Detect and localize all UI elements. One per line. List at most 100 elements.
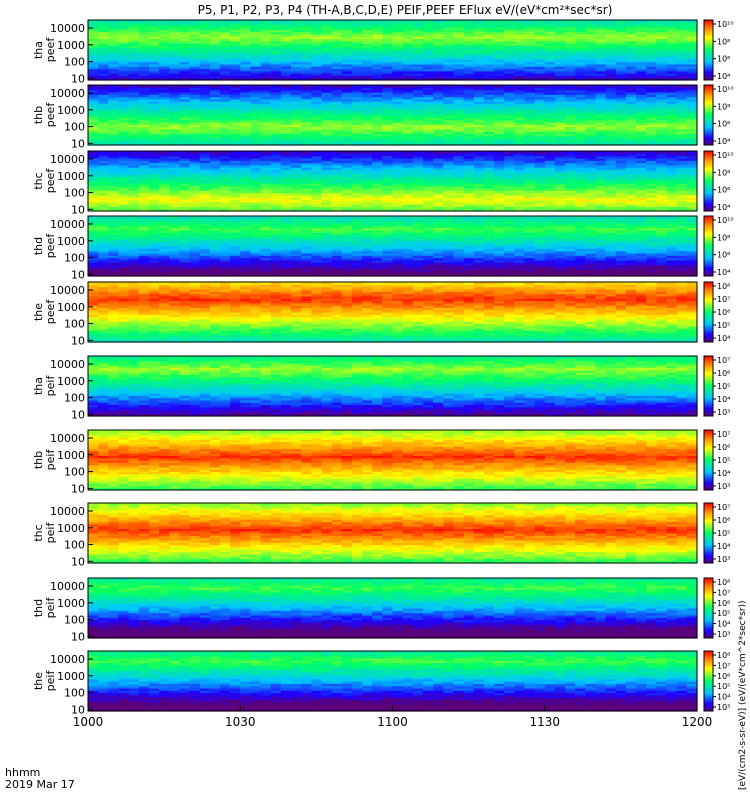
heatmap-cell	[311, 66, 323, 70]
heatmap-cell	[676, 43, 688, 46]
heatmap-cell	[189, 36, 201, 40]
heatmap-cell	[209, 26, 221, 30]
heatmap-cell	[148, 61, 160, 65]
heatmap-cell	[524, 61, 536, 65]
heatmap-cell	[473, 50, 485, 53]
heatmap-cell	[270, 54, 282, 58]
heatmap-cell	[250, 33, 262, 37]
heatmap-cell	[219, 20, 231, 23]
heatmap-cell	[686, 31, 698, 35]
heatmap-cell	[291, 59, 302, 63]
heatmap-cell	[108, 73, 120, 76]
y-tick-label: 10	[71, 72, 85, 85]
heatmap-cell	[118, 54, 130, 58]
heatmap-cell	[656, 36, 668, 40]
heatmap-cell	[270, 115, 282, 118]
heatmap-cell	[676, 135, 688, 139]
heatmap-cell	[453, 126, 465, 130]
heatmap-cell	[514, 45, 526, 49]
heatmap-cell	[483, 135, 495, 139]
heatmap-cell	[148, 26, 160, 30]
heatmap-cell	[148, 38, 160, 42]
heatmap-cell	[463, 63, 475, 67]
heatmap-cell	[382, 50, 394, 53]
heatmap-cell	[260, 128, 272, 132]
heatmap-cell	[504, 50, 515, 53]
heatmap-cell	[159, 68, 170, 72]
heatmap-cell	[331, 22, 343, 26]
heatmap-cell	[463, 29, 475, 33]
heatmap-cell	[433, 131, 444, 135]
heatmap-cell	[565, 29, 576, 33]
heatmap-cell	[291, 36, 302, 40]
heatmap-cell	[494, 50, 505, 53]
heatmap-cell	[351, 45, 363, 49]
heatmap-cell	[453, 133, 465, 137]
heatmap-cell	[565, 121, 576, 125]
heatmap-cell	[534, 54, 546, 58]
heatmap-cell	[402, 22, 414, 26]
heatmap-cell	[362, 70, 373, 74]
heatmap-cell	[280, 24, 292, 28]
heatmap-cell	[260, 70, 272, 74]
heatmap-cell	[382, 38, 394, 42]
heatmap-cell	[372, 56, 383, 60]
heatmap-cell	[311, 20, 323, 23]
heatmap-cell	[412, 38, 424, 42]
heatmap-cell	[412, 131, 424, 135]
heatmap-cell	[412, 45, 424, 49]
heatmap-cell	[280, 131, 292, 135]
heatmap-cell	[565, 117, 576, 121]
heatmap-cell	[433, 40, 444, 44]
heatmap-cell	[585, 24, 597, 28]
heatmap-cell	[98, 63, 109, 67]
heatmap-cell	[453, 131, 465, 135]
heatmap-cell	[291, 54, 302, 58]
heatmap-cell	[189, 142, 201, 146]
heatmap-cell	[88, 20, 99, 23]
heatmap-cell	[372, 73, 383, 76]
heatmap-cell	[159, 135, 170, 139]
heatmap-cell	[595, 31, 607, 35]
heatmap-cell	[169, 70, 180, 74]
heatmap-cell	[656, 142, 668, 146]
heatmap-cell	[422, 52, 434, 56]
heatmap-cell	[179, 36, 191, 40]
heatmap-cell	[301, 77, 312, 81]
heatmap-cell	[646, 142, 657, 146]
heatmap-cell	[656, 24, 668, 28]
heatmap-cell	[646, 138, 657, 141]
heatmap-cell	[240, 128, 251, 132]
heatmap-cell	[422, 20, 434, 23]
heatmap-cell	[138, 135, 150, 139]
figure-title: P5, P1, P2, P3, P4 (TH-A,B,C,D,E) PEIF,P…	[198, 3, 613, 17]
heatmap-cell	[311, 24, 323, 28]
heatmap-cell	[118, 140, 130, 144]
heatmap-cell	[453, 56, 465, 60]
heatmap-cell	[524, 22, 536, 26]
heatmap-cell	[382, 133, 394, 137]
heatmap-cell	[179, 54, 191, 58]
heatmap-cell	[199, 115, 211, 118]
heatmap-cell	[483, 140, 495, 144]
heatmap-cell	[422, 126, 434, 130]
heatmap-cell	[209, 140, 221, 144]
heatmap-cell	[108, 56, 120, 60]
heatmap-cell	[453, 43, 465, 46]
heatmap-cell	[250, 52, 262, 56]
heatmap-cell	[199, 77, 211, 81]
heatmap-cell	[636, 50, 647, 53]
heatmap-cell	[362, 124, 373, 128]
heatmap-cell	[676, 24, 688, 28]
heatmap-cell	[209, 75, 221, 79]
heatmap-cell	[544, 70, 556, 74]
heatmap-cell	[230, 142, 241, 146]
heatmap-cell	[625, 29, 637, 33]
heatmap-cell	[250, 54, 262, 58]
heatmap-cell	[240, 131, 251, 135]
y-tick-label: 10000	[50, 22, 85, 35]
heatmap-cell	[422, 66, 434, 70]
heatmap-cell	[98, 68, 109, 72]
heatmap-cell	[443, 38, 454, 42]
heatmap-cell	[362, 128, 373, 132]
